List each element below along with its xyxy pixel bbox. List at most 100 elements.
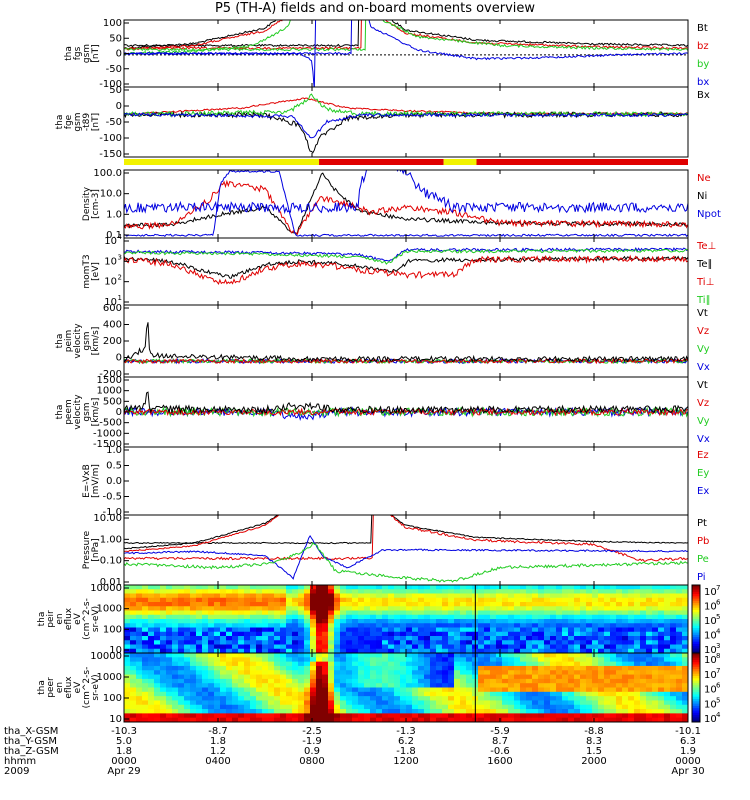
heatmap-cell — [376, 602, 383, 607]
heatmap-cell — [670, 691, 677, 697]
heatmap-cell — [562, 593, 569, 599]
heatmap-cell — [340, 623, 347, 628]
heatmap-cell — [556, 717, 563, 722]
heatmap-cell — [448, 631, 455, 637]
heatmap-cell — [460, 631, 467, 637]
heatmap-cell — [598, 593, 605, 599]
colorbar-swatch — [692, 634, 700, 638]
heatmap-cell — [676, 657, 683, 663]
heatmap-cell — [538, 700, 545, 706]
heatmap-cell — [196, 640, 203, 645]
heatmap-cell — [418, 593, 425, 599]
heatmap-cell — [418, 627, 425, 633]
heatmap-cell — [244, 589, 251, 594]
heatmap-cell — [424, 661, 431, 667]
heatmap-cell — [346, 678, 353, 684]
colorbar-swatch — [692, 696, 700, 700]
y-axis-label: en — [55, 682, 65, 693]
heatmap-cell — [418, 623, 425, 628]
heatmap-cell — [184, 606, 191, 611]
heatmap-cell — [136, 700, 143, 706]
heatmap-cell — [148, 665, 155, 671]
pb-trace — [124, 515, 688, 562]
heatmap-cell — [316, 717, 323, 722]
heatmap-cell — [622, 593, 629, 599]
heatmap-cell — [232, 683, 239, 688]
heatmap-cell — [640, 670, 647, 676]
heatmap-cell — [592, 602, 599, 607]
heatmap-cell — [346, 593, 353, 599]
heatmap-cell — [310, 606, 317, 611]
heatmap-cell — [448, 602, 455, 607]
heatmap-cell — [526, 653, 533, 658]
heatmap-cell — [556, 648, 563, 653]
heatmap-cell — [496, 674, 503, 680]
heatmap-cell — [592, 700, 599, 706]
heatmap-cell — [370, 687, 377, 693]
heatmap-cell — [484, 700, 491, 706]
heatmap-cell — [484, 665, 491, 671]
heatmap-cell — [502, 704, 509, 710]
heatmap-cell — [364, 674, 371, 680]
heatmap-cell — [670, 610, 677, 616]
heatmap-cell — [154, 653, 161, 658]
heatmap-cell — [322, 593, 329, 599]
heatmap-cell — [442, 627, 449, 633]
heatmap-cell — [304, 717, 311, 722]
heatmap-cell — [268, 636, 275, 641]
heatmap-cell — [286, 593, 293, 599]
heatmap-cell — [358, 691, 365, 697]
bx-trace — [124, 20, 688, 61]
heatmap-cell — [268, 627, 275, 633]
heatmap-cell — [172, 696, 179, 701]
heatmap-cell — [490, 610, 497, 616]
heatmap-cell — [532, 670, 539, 676]
heatmap-cell — [382, 644, 389, 650]
heatmap-cell — [232, 657, 239, 663]
heatmap-cell — [478, 678, 485, 684]
heatmap-cell — [190, 691, 197, 697]
heatmap-cell — [400, 606, 407, 611]
heatmap-cell — [628, 687, 635, 693]
heatmap-cell — [298, 585, 305, 590]
heatmap-cell — [574, 597, 581, 603]
heatmap-cell — [544, 717, 551, 722]
heatmap-cell — [364, 606, 371, 611]
heatmap-cell — [550, 606, 557, 611]
heatmap-cell — [496, 717, 503, 722]
heatmap-cell — [220, 674, 227, 680]
heatmap-cell — [166, 700, 173, 706]
heatmap-cell — [154, 683, 161, 688]
heatmap-cell — [322, 610, 329, 616]
heatmap-cell — [556, 665, 563, 671]
heatmap-cell — [412, 597, 419, 603]
colorbar-exponent: 5 — [716, 613, 720, 621]
heatmap-cell — [202, 597, 209, 603]
heatmap-cell — [406, 687, 413, 693]
heatmap-cell — [676, 585, 683, 590]
heatmap-cell — [682, 678, 688, 684]
heatmap-cell — [556, 674, 563, 680]
heatmap-cell — [280, 691, 287, 697]
heatmap-cell — [580, 614, 587, 620]
heatmap-cell — [196, 657, 203, 663]
heatmap-cell — [124, 627, 131, 633]
heatmap-cell — [160, 606, 167, 611]
y-tick-label: 0 — [116, 407, 122, 418]
heatmap-cell — [340, 610, 347, 616]
heatmap-cell — [538, 687, 545, 693]
heatmap-cell — [244, 700, 251, 706]
heatmap-cell — [310, 696, 317, 701]
heatmap-cell — [238, 614, 245, 620]
heatmap-cell — [622, 648, 629, 653]
heatmap-cell — [640, 661, 647, 667]
heatmap-cell — [196, 700, 203, 706]
heatmap-cell — [316, 636, 323, 641]
heatmap-cell — [286, 636, 293, 641]
heatmap-cell — [664, 653, 671, 658]
heatmap-cell — [412, 585, 419, 590]
heatmap-cell — [622, 644, 629, 650]
pt-trace — [124, 515, 280, 550]
heatmap-cell — [658, 661, 665, 667]
heatmap-cell — [646, 704, 653, 710]
